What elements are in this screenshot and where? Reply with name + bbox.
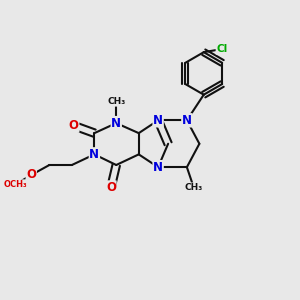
Text: CH₃: CH₃ — [184, 183, 203, 192]
Text: N: N — [89, 148, 99, 161]
Text: N: N — [153, 114, 163, 127]
Text: N: N — [182, 114, 192, 127]
Text: N: N — [153, 161, 163, 174]
Text: Cl: Cl — [216, 44, 227, 54]
Text: N: N — [111, 117, 121, 130]
Text: O: O — [106, 181, 116, 194]
Text: OCH₃: OCH₃ — [4, 180, 27, 189]
Text: O: O — [69, 119, 79, 132]
Text: CH₃: CH₃ — [107, 97, 125, 106]
Text: O: O — [26, 169, 36, 182]
